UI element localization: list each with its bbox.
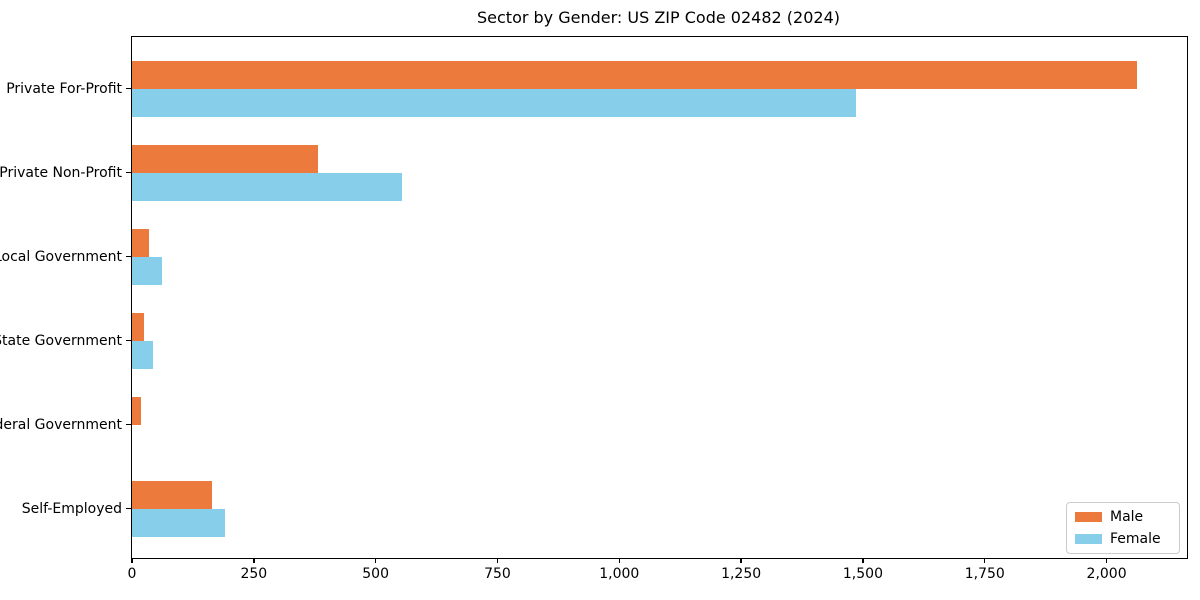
bar-male-state-government: [132, 312, 145, 341]
xtick-label-750: 750: [484, 566, 511, 582]
bar-female-state-government: [132, 340, 153, 369]
xtick-label-2,000: 2,000: [1086, 566, 1127, 582]
bar-male-federal-government: [132, 396, 142, 425]
bar-female-self-employed: [132, 508, 225, 537]
xtick-mark-1,750: [984, 558, 986, 563]
xtick-mark-1,250: [740, 558, 742, 563]
ytick-label-private-non-profit: Private Non-Profit: [0, 164, 122, 181]
xtick-label-1,000: 1,000: [599, 566, 640, 582]
xtick-mark-250: [253, 558, 255, 563]
bar-female-private-for-profit: [132, 88, 856, 117]
xtick-mark-0: [131, 558, 133, 563]
female-color-swatch: [1075, 534, 1102, 544]
male-color-swatch: [1075, 512, 1102, 522]
ytick-label-local-government: Local Government: [0, 248, 122, 265]
ytick-label-federal-government: Federal Government: [0, 416, 122, 433]
xtick-mark-750: [496, 558, 499, 563]
xtick-label-500: 500: [362, 566, 390, 582]
legend-entry-female: Female: [1075, 531, 1171, 547]
ytick-label-self-employed: Self-Employed: [21, 500, 122, 517]
xtick-mark-1,000: [618, 558, 620, 563]
xtick-mark-500: [374, 558, 377, 563]
legend-label-male: Male: [1110, 509, 1144, 525]
xtick-label-1,500: 1,500: [842, 566, 883, 582]
xtick-label-250: 250: [240, 566, 268, 582]
ytick-label-state-government: State Government: [0, 332, 122, 349]
xtick-mark-1,500: [862, 558, 864, 563]
legend-entry-male: Male: [1075, 509, 1171, 525]
bar-male-self-employed: [132, 480, 212, 509]
chart-title: Sector by Gender: US ZIP Code 02482 (202…: [477, 8, 840, 27]
ytick-mark-federal-government: [126, 423, 132, 426]
bar-female-local-government: [132, 256, 163, 285]
bar-male-private-non-profit: [132, 144, 319, 173]
xtick-label-1,750: 1,750: [964, 566, 1005, 582]
bar-male-local-government: [132, 228, 150, 257]
ytick-label-private-for-profit: Private For-Profit: [6, 80, 122, 97]
xtick-label-0: 0: [127, 566, 137, 582]
bar-male-private-for-profit: [132, 60, 1137, 89]
bar-female-private-non-profit: [132, 172, 402, 201]
ytick-mark-state-government: [126, 339, 132, 342]
ytick-mark-private-non-profit: [126, 171, 132, 174]
xtick-label-1,250: 1,250: [721, 566, 762, 582]
plot-area: Private For-Profit Private Non-Profit Loca…: [0, 36, 1188, 582]
legend: Male Female: [1066, 502, 1180, 554]
legend-label-female: Female: [1110, 531, 1161, 547]
ytick-mark-local-government: [126, 255, 132, 258]
ytick-mark-private-for-profit: [126, 87, 132, 90]
xtick-mark-2,000: [1105, 558, 1108, 563]
ytick-mark-self-employed: [126, 507, 132, 510]
